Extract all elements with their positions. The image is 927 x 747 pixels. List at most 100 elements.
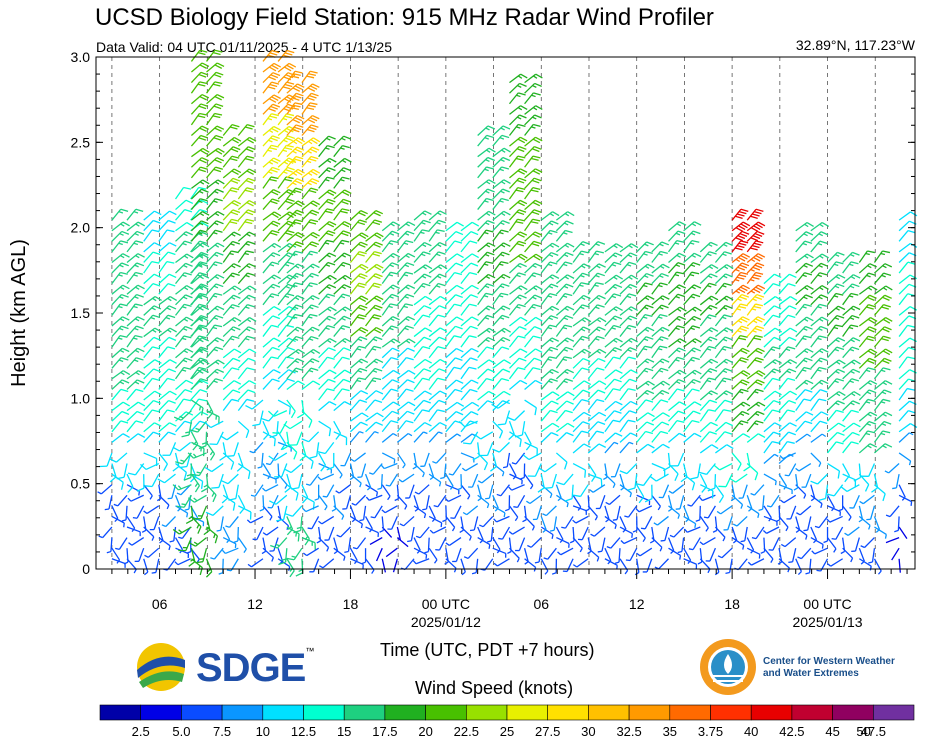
- wind-barb: [731, 325, 749, 337]
- wind-barb: [206, 368, 224, 380]
- colorbar-swatch: [343, 704, 386, 721]
- wind-barb: [106, 537, 113, 554]
- wind-barb: [795, 325, 813, 338]
- wind-barb: [793, 474, 799, 491]
- wind-barb: [746, 370, 766, 380]
- wind-barb: [604, 369, 623, 380]
- wind-barb: [763, 409, 780, 422]
- wind-barb: [477, 210, 496, 221]
- wind-barb: [718, 473, 733, 488]
- wind-barb: [524, 73, 543, 84]
- wind-barb: [174, 186, 192, 200]
- wind-barb: [318, 176, 335, 189]
- wind-barb: [127, 463, 145, 476]
- wind-barb: [891, 547, 900, 561]
- wind-barb: [350, 326, 369, 338]
- wind-barb: [277, 157, 296, 168]
- wind-barb: [524, 155, 541, 168]
- wind-barb: [143, 305, 162, 316]
- wind-barb: [713, 462, 733, 471]
- wind-barb: [381, 401, 401, 412]
- wind-barb: [318, 145, 335, 158]
- wind-barb: [683, 388, 700, 401]
- wind-barb: [349, 241, 368, 253]
- colorbar-swatch: [628, 704, 671, 721]
- wind-barb: [669, 526, 685, 538]
- wind-barb: [827, 441, 844, 454]
- wind-barb: [191, 359, 210, 369]
- wind-barb: [262, 463, 271, 480]
- wind-barb: [301, 146, 320, 158]
- wind-barb: [859, 494, 875, 505]
- wind-barb: [675, 495, 685, 510]
- wind-barb: [262, 293, 280, 306]
- wind-barb: [158, 283, 176, 295]
- wind-barb: [683, 338, 702, 348]
- wind-barb: [795, 398, 812, 411]
- wind-barb: [842, 292, 859, 306]
- colorbar-swatch: [506, 704, 549, 721]
- wind-barb: [428, 295, 448, 306]
- wind-barb: [175, 262, 193, 274]
- wind-barb: [778, 422, 797, 433]
- wind-barb: [190, 368, 209, 380]
- wind-barb: [285, 505, 303, 517]
- wind-barb: [349, 282, 367, 295]
- wind-barb: [858, 430, 876, 443]
- wind-barb: [651, 430, 669, 443]
- wind-barb: [111, 271, 128, 285]
- wind-barb: [158, 273, 177, 285]
- wind-barb: [810, 221, 830, 232]
- wind-barb: [498, 526, 511, 540]
- wind-barb: [333, 230, 351, 242]
- wind-barb: [810, 379, 829, 390]
- wind-barb: [683, 284, 702, 295]
- wind-barb: [174, 366, 192, 380]
- wind-barb: [540, 220, 559, 232]
- wind-barb: [492, 327, 511, 338]
- wind-barb: [190, 346, 209, 359]
- wind-barb: [262, 261, 280, 274]
- wind-barb: [699, 295, 719, 306]
- wind-barb: [413, 346, 431, 359]
- wind-barb: [795, 231, 814, 242]
- y-tick-label: 1.5: [71, 305, 91, 321]
- x-tick-label: 06: [152, 596, 168, 612]
- wind-barb: [318, 420, 332, 437]
- wind-barb: [826, 494, 835, 512]
- wind-barb: [206, 274, 225, 285]
- wind-barb: [636, 314, 653, 327]
- wind-barb: [636, 389, 655, 401]
- wind-barb: [604, 274, 624, 285]
- wind-barb: [143, 368, 161, 380]
- wind-barb: [222, 231, 241, 242]
- x-tick-label: 12: [247, 596, 263, 612]
- wind-barb: [333, 239, 350, 253]
- wind-barb: [190, 220, 209, 232]
- wind-barb: [651, 399, 669, 412]
- wind-barb: [286, 282, 303, 295]
- wind-barb: [509, 379, 528, 390]
- wind-barb: [428, 368, 447, 380]
- wind-barb: [683, 526, 701, 533]
- wind-barb: [680, 463, 688, 483]
- wind-barb: [143, 505, 160, 515]
- wind-barb: [572, 335, 590, 348]
- wind-barb: [111, 221, 130, 232]
- wind-barb: [795, 316, 814, 327]
- wind-barb: [385, 547, 398, 558]
- wind-barb: [810, 335, 827, 348]
- wind-barb: [277, 166, 295, 179]
- wind-barb: [683, 252, 702, 263]
- wind-barb: [175, 221, 194, 232]
- wind-barb: [795, 389, 813, 401]
- wind-barb: [572, 430, 590, 443]
- wind-barb: [301, 114, 320, 126]
- wind-barb: [636, 399, 654, 412]
- x-tick-label: 18: [724, 596, 740, 612]
- wind-barb: [301, 326, 320, 338]
- wind-barb: [873, 272, 892, 285]
- wind-barb: [210, 547, 224, 560]
- colorbar-tick-label: 42.5: [779, 724, 804, 739]
- wind-barb: [143, 422, 162, 433]
